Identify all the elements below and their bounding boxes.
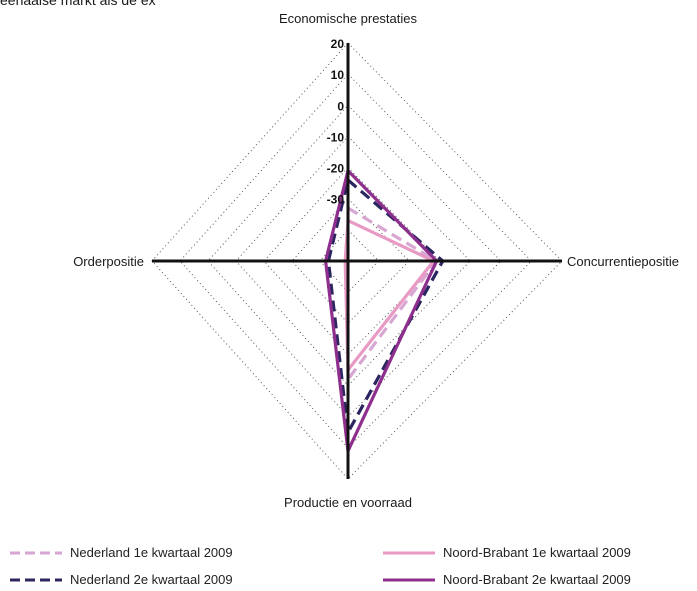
legend-swatch <box>381 575 437 585</box>
tick-label: 10 <box>331 68 345 82</box>
legend-item: Nederland 1e kwartaal 2009 <box>8 545 233 560</box>
tick-label: -20 <box>327 162 345 176</box>
axis-label: Economische prestaties <box>279 11 418 26</box>
legend-item: Nederland 2e kwartaal 2009 <box>8 572 233 587</box>
series-4-line <box>326 171 437 451</box>
axis-label: Orderpositie <box>73 254 144 269</box>
legend-item: Noord-Brabant 1e kwartaal 2009 <box>381 545 631 560</box>
axis-label: Productie en voorraad <box>284 495 412 510</box>
legend-swatch <box>381 548 437 558</box>
tick-label: 20 <box>331 37 345 51</box>
legend-label: Noord-Brabant 2e kwartaal 2009 <box>443 572 631 587</box>
tick-label: -10 <box>327 130 345 144</box>
tick-label: 0 <box>337 99 344 113</box>
axis-label: Concurrentiepositie <box>567 254 679 269</box>
legend-label: Nederland 2e kwartaal 2009 <box>70 572 233 587</box>
legend-label: Nederland 1e kwartaal 2009 <box>70 545 233 560</box>
legend-swatch <box>8 575 64 585</box>
legend-label: Noord-Brabant 1e kwartaal 2009 <box>443 545 631 560</box>
tick-label: -30 <box>327 193 345 207</box>
legend-swatch <box>8 548 64 558</box>
legend-item: Noord-Brabant 2e kwartaal 2009 <box>381 572 631 587</box>
